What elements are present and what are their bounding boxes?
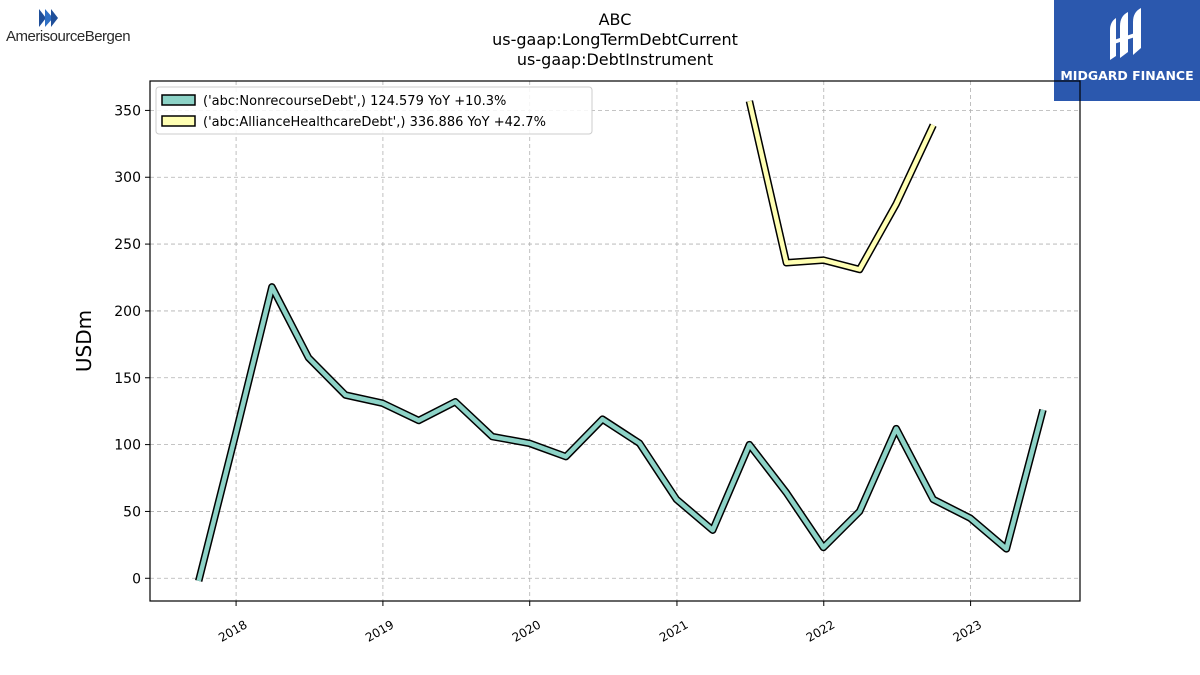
amerisourcebergen-logo: AmerisourceBergen [6, 6, 166, 50]
y-axis-label: USDm [72, 310, 96, 372]
grid-lines [150, 81, 1080, 601]
series-1-line [196, 284, 1046, 582]
x-axis-ticks: 2018 2019 2020 2021 2022 2023 [216, 601, 984, 645]
midgard-finance-brand: MIDGARD FINANCE [1060, 68, 1194, 83]
legend-box [155, 86, 593, 135]
y-tick-label: 300 [114, 170, 141, 186]
legend-entry-1: ('abc:NonrecourseDebt',) 124.579 YoY +10… [203, 94, 506, 109]
x-tick-label: 2022 [804, 617, 837, 644]
y-tick-label: 100 [114, 438, 141, 454]
y-tick-label: 50 [123, 504, 141, 520]
y-axis-ticks: 0 50 100 150 200 250 300 350 [114, 103, 150, 587]
x-tick-label: 2018 [216, 617, 249, 644]
legend: ('abc:NonrecourseDebt',) 124.579 YoY +10… [155, 86, 593, 135]
y-tick-label: 150 [114, 371, 141, 387]
series-2-line [747, 100, 936, 272]
amerisourcebergen-wordmark: AmerisourceBergen [6, 28, 131, 45]
chart-title: ABC us-gaap:LongTermDebtCurrent us-gaap:… [0, 10, 1200, 70]
x-tick-label: 2021 [657, 617, 690, 644]
y-tick-label: 350 [114, 103, 141, 119]
midgard-finance-logo: MIDGARD FINANCE [1054, 0, 1200, 101]
y-tick-label: 200 [114, 304, 141, 320]
x-tick-label: 2019 [363, 617, 396, 644]
y-tick-label: 250 [114, 237, 141, 253]
legend-swatch-2 [161, 115, 196, 127]
chart-title-line-2: us-gaap:LongTermDebtCurrent [492, 30, 738, 49]
axes-frame [149, 80, 1081, 602]
series-1-outline [195, 283, 1047, 582]
series-layer [195, 100, 1047, 582]
legend-swatch-1 [161, 94, 196, 106]
midgard-mark-icon [1110, 8, 1141, 60]
amerisourcebergen-mark-icon [39, 9, 58, 27]
x-tick-label: 2020 [510, 617, 543, 644]
chart-title-line-3: us-gaap:DebtInstrument [516, 50, 714, 69]
x-tick-label: 2023 [951, 617, 984, 644]
legend-entry-2: ('abc:AllianceHealthcareDebt',) 336.886 … [203, 115, 546, 130]
chart-title-line-1: ABC [598, 10, 632, 29]
y-tick-label: 0 [132, 571, 141, 587]
